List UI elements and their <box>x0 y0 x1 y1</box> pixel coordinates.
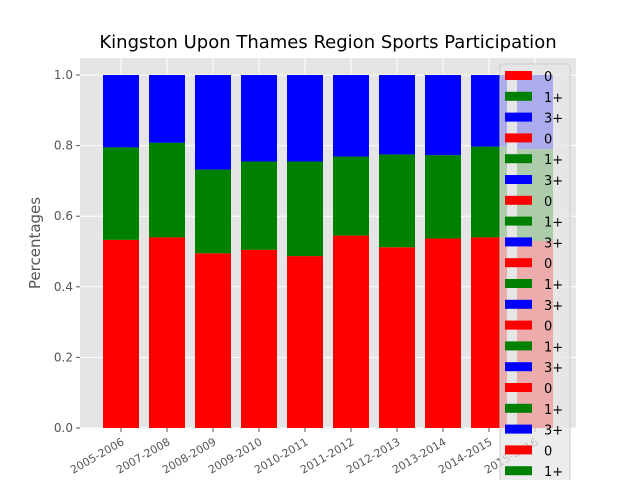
y-tick-label: 0.4 <box>54 280 73 294</box>
legend-label: 1+ <box>544 278 563 293</box>
bar-2009-2010-series-0 <box>241 249 277 428</box>
legend-swatch <box>505 154 532 164</box>
legend-label: 1+ <box>544 340 563 355</box>
legend-label: 0 <box>544 257 552 272</box>
chart-title: Kingston Upon Thames Region Sports Parti… <box>99 32 556 53</box>
legend-label: 0 <box>544 444 552 459</box>
legend-swatch <box>505 216 532 226</box>
legend-swatch <box>505 424 532 434</box>
bar-2005-2006-series-0 <box>103 239 139 428</box>
bar-2012-2013-series-1 <box>379 154 415 248</box>
legend-swatch <box>505 71 532 80</box>
legend-label: 1+ <box>544 403 563 418</box>
x-axis-ticks: 2005-20062007-20082008-20092009-20102010… <box>68 428 541 477</box>
legend-swatch <box>505 320 532 330</box>
bar-2010-2011-series-2 <box>287 75 323 162</box>
bar-2011-2012-series-1 <box>333 156 369 236</box>
bar-2013-2014-series-0 <box>425 238 461 428</box>
legend-swatch <box>505 362 532 372</box>
bar-2008-2009-series-2 <box>195 75 231 170</box>
y-tick-label: 0.6 <box>54 209 73 223</box>
legend-label: 3+ <box>544 236 563 251</box>
legend: 0 1+ 3+ 0 1+ 3+ 0 1+ 3+ 0 1+ 3+ 0 1+ 3+ 0 1+ 3+ 0 1+ <box>499 63 571 480</box>
bar-2011-2012-series-0 <box>333 235 369 428</box>
legend-label: 1+ <box>544 91 563 106</box>
legend-swatch <box>505 175 532 184</box>
y-tick-label: 0.0 <box>54 421 73 435</box>
legend-frame <box>499 63 571 480</box>
legend-label: 3+ <box>544 361 563 376</box>
legend-swatch <box>505 279 532 288</box>
bar-2012-2013-series-2 <box>379 75 415 155</box>
legend-swatch <box>505 341 532 351</box>
legend-label: 0 <box>544 320 552 335</box>
bar-2013-2014-series-2 <box>425 75 461 156</box>
legend-swatch <box>505 112 532 122</box>
bar-2007-2008-series-2 <box>149 75 185 143</box>
legend-swatch <box>505 258 532 268</box>
legend-label: 3+ <box>544 174 563 189</box>
bar-2007-2008-series-1 <box>149 142 185 238</box>
bar-2013-2014-series-1 <box>425 155 461 239</box>
bar-2010-2011-series-0 <box>287 256 323 428</box>
y-tick-label: 0.8 <box>54 139 73 153</box>
bar-2011-2012-series-2 <box>333 75 369 157</box>
bar-2005-2006-series-2 <box>103 75 139 148</box>
legend-swatch <box>505 383 532 392</box>
legend-label: 1+ <box>544 465 563 480</box>
legend-label: 1+ <box>544 153 563 168</box>
legend-swatch <box>505 195 532 205</box>
bar-2005-2006-series-1 <box>103 147 139 240</box>
legend-swatch <box>505 445 532 455</box>
legend-swatch <box>505 299 532 309</box>
bar-2009-2010-series-1 <box>241 161 277 250</box>
legend-label: 3+ <box>544 424 563 439</box>
bar-2012-2013-series-0 <box>379 247 415 428</box>
legend-label: 3+ <box>544 299 563 314</box>
legend-swatch <box>505 237 532 247</box>
bar-2008-2009-series-1 <box>195 169 231 254</box>
bar-2007-2008-series-0 <box>149 237 185 428</box>
y-axis-label: Percentages <box>26 197 44 289</box>
legend-label: 0 <box>544 70 552 85</box>
legend-swatch <box>505 91 532 101</box>
bar-2009-2010-series-2 <box>241 75 277 162</box>
legend-label: 0 <box>544 382 552 397</box>
legend-label: 3+ <box>544 112 563 127</box>
y-tick-label: 0.2 <box>54 350 73 364</box>
legend-swatch <box>505 466 532 476</box>
legend-label: 0 <box>544 195 552 210</box>
bar-2008-2009-series-0 <box>195 253 231 428</box>
y-axis-ticks: 0.0 0.2 0.4 0.6 0.8 1.0 <box>54 68 80 435</box>
legend-swatch <box>505 133 532 143</box>
legend-label: 1+ <box>544 216 563 231</box>
legend-swatch <box>505 403 532 413</box>
bar-2010-2011-series-1 <box>287 161 323 257</box>
legend-label: 0 <box>544 132 552 147</box>
y-tick-label: 1.0 <box>54 68 73 82</box>
